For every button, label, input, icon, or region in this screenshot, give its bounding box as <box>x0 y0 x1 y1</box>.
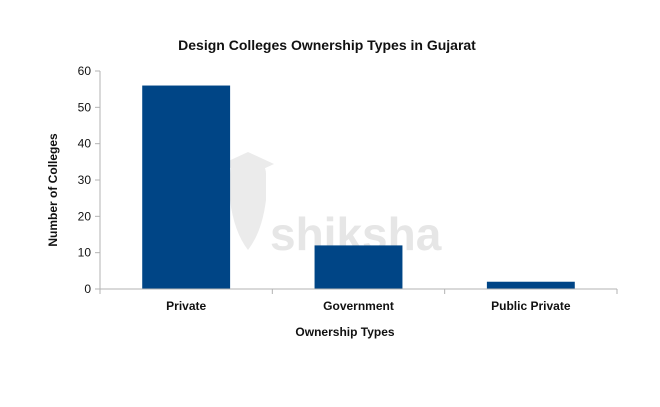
bar-government <box>314 245 403 289</box>
watermark: shiksha <box>222 152 442 260</box>
x-axis-title: Ownership Types <box>295 325 394 339</box>
y-axis-ticks: 0 10 20 30 40 50 60 <box>78 64 100 296</box>
x-category-label: Public Private <box>491 299 571 313</box>
bars <box>142 85 575 290</box>
y-tick-label: 0 <box>84 282 91 296</box>
y-tick-label: 60 <box>78 64 92 78</box>
bar-private <box>142 85 231 290</box>
chart-title: Design Colleges Ownership Types in Gujar… <box>178 37 476 53</box>
x-axis-ticks: Private Government Public Private <box>99 289 618 313</box>
graduate-head-icon <box>222 152 274 250</box>
x-category-label: Government <box>323 299 394 313</box>
x-category-label: Private <box>166 299 206 313</box>
y-tick-label: 40 <box>78 137 92 151</box>
y-axis-title: Number of Colleges <box>46 133 60 247</box>
y-tick-label: 50 <box>78 100 92 114</box>
y-tick-label: 10 <box>78 246 92 260</box>
y-tick-label: 30 <box>78 173 92 187</box>
y-tick-label: 20 <box>78 209 92 223</box>
bar-public-private <box>486 281 575 289</box>
